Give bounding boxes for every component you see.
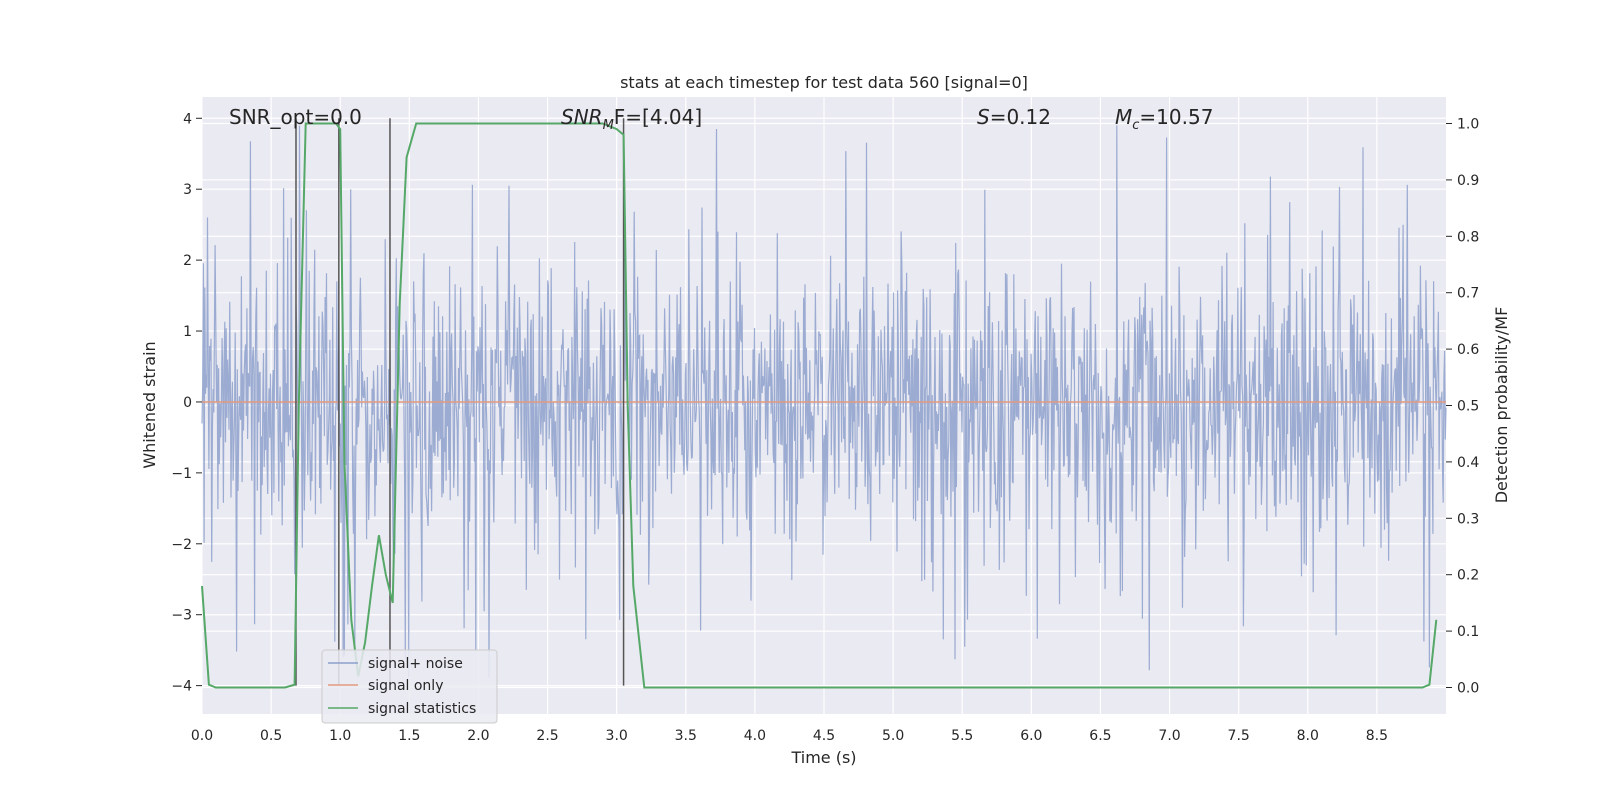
y2-tick-label-5: 0.5 [1457, 399, 1479, 415]
y2-tick-label-6: 0.4 [1457, 455, 1479, 471]
legend-label-noise: signal+ noise [368, 656, 463, 672]
y2-tick-label-8: 0.2 [1457, 568, 1479, 584]
legend-label-statistics: signal statistics [368, 701, 476, 717]
x-tick-label-8: 4.0 [744, 728, 766, 744]
x-axis-title: Time (s) [790, 748, 856, 767]
y2-tick-label-0: 1.0 [1457, 117, 1479, 133]
y-tick-label-5: −1 [171, 466, 192, 482]
legend-label-signal-only: signal only [368, 678, 443, 694]
annotation-s-main: S [977, 105, 990, 129]
x-tick-label-12: 6.0 [1020, 728, 1042, 744]
x-tick-label-16: 8.0 [1297, 728, 1319, 744]
x-tick-label-17: 8.5 [1366, 728, 1388, 744]
y-tick-label-1: 3 [183, 182, 192, 198]
annotation-mc-sub: c [1132, 118, 1139, 133]
signal-statistics-line [201, 122, 1438, 689]
y-ticks: 4 3 2 1 0 −1 −2 −3 −4 [171, 111, 202, 695]
y2-axis-title: Detection probability/MF [1492, 307, 1511, 504]
x-ticks: 0.0 0.5 1.0 1.5 2.0 2.5 3.0 3.5 4.0 4.5 5.0 5.5 6.0 6… [191, 728, 1388, 744]
y-tick-label-2: 2 [183, 253, 192, 269]
y2-tick-label-1: 0.9 [1457, 173, 1479, 189]
y2-tick-label-10: 0.0 [1457, 680, 1479, 696]
x-tick-label-5: 2.5 [536, 728, 558, 744]
y-tick-label-7: −3 [171, 608, 192, 624]
noise-line [201, 125, 1447, 678]
y-tick-label-4: 0 [183, 395, 192, 411]
annotation-snr-mf-sub: M [603, 118, 614, 133]
x-tick-label-15: 7.5 [1228, 728, 1250, 744]
x-tick-label-4: 2.0 [467, 728, 489, 744]
chart-title: stats at each timestep for test data 560… [620, 73, 1028, 92]
y2-tick-label-2: 0.8 [1457, 229, 1479, 245]
annotation-snr-mf: SNRMF=[4.04] [561, 105, 702, 133]
annotation-s-rest: =0.12 [990, 105, 1051, 129]
y-tick-label-8: −4 [171, 679, 192, 695]
x-tick-label-2: 1.0 [329, 728, 351, 744]
annotation-mc: Mc=10.57 [1115, 105, 1213, 133]
y2-tick-label-9: 0.1 [1457, 624, 1479, 640]
annotation-snr-mf-main: SNR [561, 105, 603, 129]
annotation-snr-opt: SNR_opt=0.0 [229, 105, 362, 129]
x-tick-label-7: 3.5 [675, 728, 697, 744]
x-tick-label-14: 7.0 [1158, 728, 1180, 744]
y-tick-label-6: −2 [171, 537, 192, 553]
annotation-s: S=0.12 [977, 105, 1051, 129]
x-tick-label-0: 0.0 [191, 728, 213, 744]
noise-series [201, 125, 1447, 678]
signal-statistics-series [201, 122, 1438, 689]
y2-tick-label-3: 0.7 [1457, 286, 1479, 302]
legend: signal+ noise signal only signal statist… [321, 649, 498, 724]
y-tick-label-0: 4 [183, 111, 192, 127]
legend-box [321, 649, 498, 724]
x-tick-label-3: 1.5 [398, 728, 420, 744]
x-tick-label-9: 4.5 [813, 728, 835, 744]
x-tick-label-1: 0.5 [260, 728, 282, 744]
x-tick-label-10: 5.0 [882, 728, 904, 744]
annotation-mc-rest: =10.57 [1139, 105, 1213, 129]
y2-tick-label-7: 0.3 [1457, 511, 1479, 527]
y-axis-title: Whitened strain [140, 341, 159, 468]
y-tick-label-3: 1 [183, 324, 192, 340]
annotation-snr-mf-rest: F=[4.04] [614, 105, 702, 129]
x-tick-label-11: 5.5 [951, 728, 973, 744]
y2-ticks: 1.0 0.9 0.8 0.7 0.6 0.5 0.4 0.3 0.2 0.1 0.0 [1446, 117, 1479, 696]
x-tick-label-6: 3.0 [606, 728, 628, 744]
annotation-mc-main: M [1115, 105, 1132, 129]
x-tick-label-13: 6.5 [1089, 728, 1111, 744]
y2-tick-label-4: 0.6 [1457, 342, 1479, 358]
